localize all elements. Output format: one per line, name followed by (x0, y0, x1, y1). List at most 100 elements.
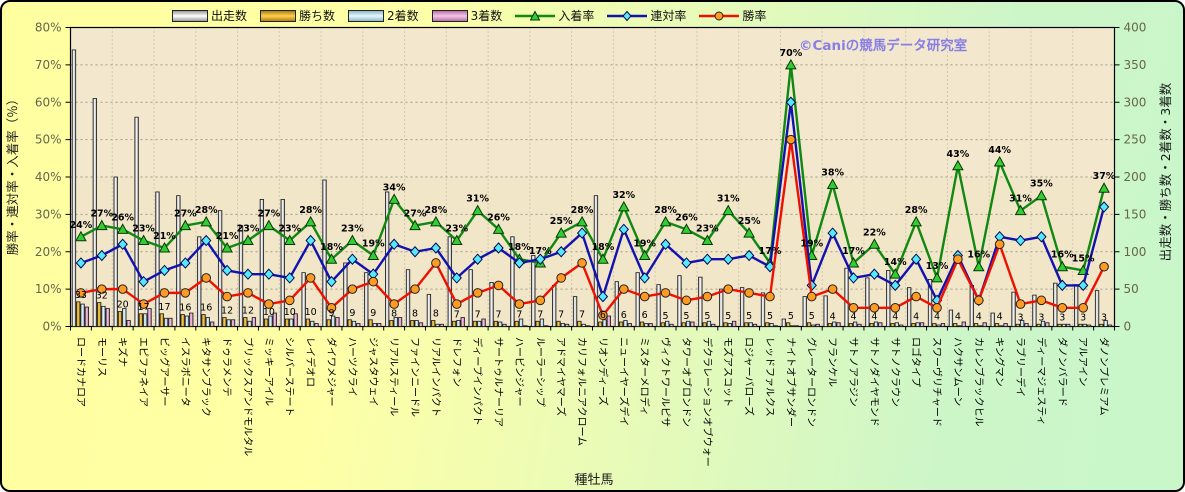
legend-item-連対率[interactable]: 連対率 (607, 7, 686, 24)
bar (134, 116, 139, 327)
right-axis-title: 出走数・勝ち数・2着数・3着数 (1158, 82, 1173, 261)
data-label-勝ち数: 5 (809, 311, 815, 322)
category-label: ニューイヤーズデイ (617, 337, 630, 426)
bar (844, 267, 849, 327)
marker-triangle (200, 215, 213, 227)
data-label-勝ち数: 32 (96, 291, 108, 302)
marker-diamond (451, 272, 462, 284)
bar (510, 236, 515, 327)
category-label: スワーヴリチャード (931, 337, 944, 427)
bar (760, 292, 766, 327)
left-tick-label: 10% (35, 282, 62, 296)
bar (293, 313, 298, 327)
data-label-勝ち数: 5 (746, 311, 752, 322)
bar (1066, 323, 1071, 327)
bar (351, 320, 357, 327)
marker-circle (159, 288, 170, 298)
marker-diamond (493, 242, 504, 254)
category-label: ディープインパクト (471, 337, 484, 426)
data-label-入着率: 19% (362, 238, 385, 249)
bar (368, 319, 373, 327)
category-label: ハーツクライ (346, 337, 358, 397)
category-label: キングマン (993, 337, 1006, 387)
legend-item-入着率[interactable]: 入着率 (515, 7, 594, 24)
bar (832, 321, 837, 327)
marker-diamond (702, 253, 713, 265)
bar (155, 191, 160, 327)
right-tick-label: 300 (1124, 95, 1147, 109)
marker-diamond (347, 253, 358, 265)
bar (940, 323, 946, 327)
bar (489, 281, 494, 327)
bar (222, 317, 227, 327)
marker-triangle (325, 253, 338, 264)
data-label-勝ち数: 5 (725, 311, 731, 322)
category-label: エピファネイア (137, 337, 149, 407)
bar (1036, 323, 1041, 327)
marker-circle (243, 288, 253, 298)
marker-triangle (638, 249, 651, 260)
marker-circle (598, 310, 608, 321)
marker-diamond (388, 238, 400, 251)
left-tick-label: 40% (35, 170, 62, 184)
marker-circle (389, 299, 399, 309)
bar (76, 301, 81, 327)
data-label-入着率: 28% (299, 205, 322, 216)
bar (414, 320, 419, 327)
bar (907, 287, 912, 327)
data-label-入着率: 70% (779, 48, 802, 59)
data-label-入着率: 34% (383, 182, 406, 193)
marker-diamond (723, 253, 734, 265)
category-label: ミスターメロディ (638, 337, 651, 416)
bar (899, 324, 904, 327)
legend-item-勝率[interactable]: 勝率 (699, 7, 766, 24)
data-label-入着率: 43% (947, 149, 970, 160)
category-label: ヴィクトワールピサ (659, 337, 672, 427)
legend-item-2着数[interactable]: 2着数 (348, 7, 419, 24)
marker-circle (660, 288, 671, 298)
data-label-勝ち数: 10 (263, 307, 275, 318)
bar (744, 322, 749, 327)
marker-triangle (430, 215, 442, 227)
data-label-勝ち数: 7 (558, 309, 564, 320)
bar (539, 318, 545, 327)
bar (827, 323, 833, 327)
marker-circle (1036, 295, 1047, 306)
legend-item-出走数[interactable]: 出走数 (172, 7, 247, 24)
marker-diamond (869, 268, 880, 280)
category-label: ミッキーアイル (262, 337, 273, 406)
legend-label: 勝ち数 (299, 9, 336, 23)
category-label: ナイトオブサンダー (784, 337, 797, 427)
bar (773, 325, 779, 327)
data-label-入着率: 25% (550, 216, 573, 227)
marker-diamond (201, 234, 212, 247)
bar (168, 317, 173, 327)
bar (564, 323, 570, 327)
bar (280, 199, 285, 327)
data-label-勝ち数: 20 (117, 300, 129, 311)
marker-circle (535, 295, 546, 306)
bar (857, 323, 862, 327)
marker-triangle (826, 178, 839, 189)
bar (790, 325, 795, 327)
marker-circle (514, 299, 525, 309)
category-label: ジャスタウェイ (367, 337, 379, 407)
bar (1003, 323, 1008, 327)
legend-item-勝ち数[interactable]: 勝ち数 (260, 7, 335, 24)
data-label-勝ち数: 3 (1080, 312, 1086, 323)
marker-circle (1099, 261, 1109, 272)
bar (665, 320, 670, 327)
legend-item-3着数[interactable]: 3着数 (431, 7, 502, 24)
bar (101, 305, 106, 327)
bar (919, 322, 925, 327)
data-label-勝ち数: 4 (976, 312, 982, 323)
data-label-入着率: 27% (174, 209, 197, 220)
bar (105, 308, 110, 327)
category-label: グレーターロンドン (805, 337, 818, 427)
data-label-勝ち数: 7 (454, 309, 460, 320)
marker-circle (890, 303, 901, 313)
bar (493, 320, 499, 327)
data-label-勝ち数: 6 (621, 310, 627, 321)
data-label-勝ち数: 7 (475, 309, 481, 320)
